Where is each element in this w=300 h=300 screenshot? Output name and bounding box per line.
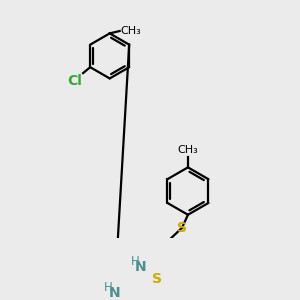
Text: N: N — [135, 260, 147, 274]
Text: S: S — [177, 221, 187, 235]
Text: CH₃: CH₃ — [121, 26, 142, 36]
Text: H: H — [130, 254, 139, 268]
Text: S: S — [152, 272, 162, 286]
Text: Cl: Cl — [67, 74, 82, 88]
Text: H: H — [104, 281, 112, 294]
Text: N: N — [109, 286, 121, 300]
Text: CH₃: CH₃ — [178, 146, 198, 155]
